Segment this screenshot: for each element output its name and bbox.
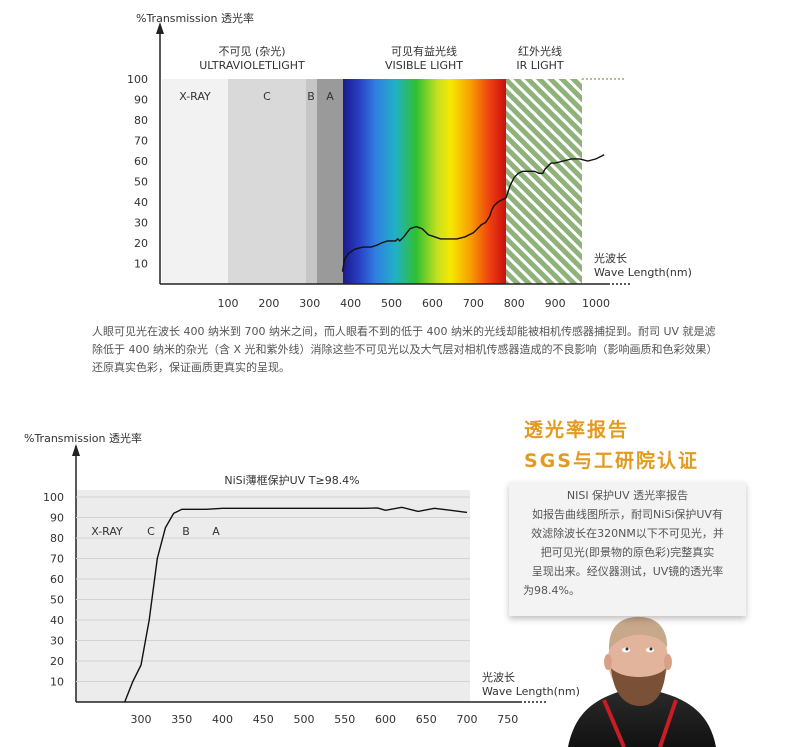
hair <box>608 616 668 650</box>
x-tick-label: 300 <box>299 297 320 310</box>
y-tick-label: 10 <box>134 258 148 271</box>
band-visible-spectrum <box>343 79 506 284</box>
y-tick-label: 70 <box>134 135 148 148</box>
y-tick-label: 40 <box>50 614 64 627</box>
y-axis-arrow-2 <box>72 444 80 456</box>
x-tick-label: 400 <box>212 713 233 726</box>
region-visible-en: VISIBLE LIGHT <box>385 59 463 72</box>
report-line-4: 呈现出来。经仪器测试，UV镜的透光率 <box>531 565 724 578</box>
promo-title-line1: 透光率报告 <box>524 419 630 441</box>
y-tick-label: 60 <box>134 155 148 168</box>
description-paragraph: 人眼可见光在波长 400 纳米到 700 纳米之间，而人眼看不到的低于 400 … <box>92 325 718 374</box>
band-label-c-2: C <box>147 525 155 538</box>
report-line-5: 为98.4%。 <box>523 584 580 597</box>
x-tick-label: 400 <box>340 297 361 310</box>
y-tick-label: 20 <box>134 237 148 250</box>
x-tick-label: 100 <box>218 297 239 310</box>
x-tick-label: 300 <box>131 713 152 726</box>
band-label-c: C <box>263 90 271 103</box>
chart-2: %Transmission 透光率 NiSi薄框保护UV T≥98.4% 10 2… <box>24 431 580 726</box>
x-tick-label: 200 <box>258 297 279 310</box>
region-visible-cn: 可见有益光线 <box>391 44 457 58</box>
x-label-en-2: Wave Length(nm) <box>482 685 580 698</box>
x-ticks-2: 300 350 400 450 500 550 600 650 700 750 <box>131 713 519 726</box>
x-tick-label: 550 <box>334 713 355 726</box>
y-label-2: %Transmission 透光率 <box>24 431 142 445</box>
plot-area-2 <box>76 490 470 702</box>
y-axis-arrow-1 <box>156 22 164 34</box>
x-label-en-1: Wave Length(nm) <box>594 266 692 279</box>
region-uv-en: ULTRAVIOLETLIGHT <box>199 59 305 72</box>
band-label-a: A <box>326 90 334 103</box>
x-tick-label: 500 <box>294 713 315 726</box>
band-a <box>317 79 343 284</box>
ear-right <box>664 654 672 670</box>
x-tick-label: 600 <box>422 297 443 310</box>
x-tick-label: 450 <box>253 713 274 726</box>
report-line-3: 把可见光(即景物的原色彩)完整真实 <box>540 546 715 559</box>
x-label-cn-1: 光波长 <box>594 251 627 265</box>
transmission-curve-2 <box>124 506 468 703</box>
y-tick-label: 30 <box>134 217 148 230</box>
x-tick-label: 900 <box>545 297 566 310</box>
chart-1: %Transmission 透光率 10 20 30 40 50 60 70 80 90 100 … <box>127 11 692 310</box>
y-tick-label: 50 <box>134 176 148 189</box>
camera-strap-right <box>658 699 678 747</box>
ear-left <box>604 654 612 670</box>
y-tick-label: 100 <box>127 73 148 86</box>
x-tick-label: 700 <box>457 713 478 726</box>
beard <box>611 668 666 706</box>
band-xray <box>162 79 228 284</box>
x-label-cn-2: 光波长 <box>482 670 515 684</box>
band-c <box>228 79 306 284</box>
person-photo <box>568 616 716 747</box>
x-tick-label: 500 <box>381 297 402 310</box>
band-b <box>306 79 317 284</box>
x-tick-label: 1000 <box>582 297 610 310</box>
y-tick-label: 90 <box>50 512 64 525</box>
chart-title-2: NiSi薄框保护UV T≥98.4% <box>224 473 359 487</box>
x-tick-label: 350 <box>171 713 192 726</box>
x-tick-label: 800 <box>504 297 525 310</box>
band-ir <box>506 79 582 284</box>
pupil-right <box>649 647 653 651</box>
y-ticks-1: 10 20 30 40 50 60 70 80 90 100 <box>127 73 148 271</box>
region-ir-en: IR LIGHT <box>516 59 564 72</box>
y-tick-label: 10 <box>50 676 64 689</box>
report-line-1: 如报告曲线图所示，耐司NiSi保护UV有 <box>532 508 723 521</box>
x-ticks-1: 100 200 300 400 500 600 700 800 900 1000 <box>218 297 611 310</box>
y-tick-label: 30 <box>50 635 64 648</box>
y-tick-label: 20 <box>50 655 64 668</box>
y-tick-label: 60 <box>50 573 64 586</box>
band-label-xray: X-RAY <box>179 90 211 103</box>
report-line-2: 效滤除波长在320NM以下不可见光，并 <box>531 527 724 540</box>
y-tick-label: 90 <box>134 94 148 107</box>
y-tick-label: 50 <box>50 594 64 607</box>
band-label-a-2: A <box>212 525 220 538</box>
y-ticks-2: 10 20 30 40 50 60 70 80 90 100 <box>43 491 470 689</box>
band-label-b: B <box>307 90 315 103</box>
band-label-b-2: B <box>182 525 190 538</box>
x-tick-label: 750 <box>497 713 518 726</box>
y-tick-label: 40 <box>134 196 148 209</box>
region-uv-cn: 不可见 (杂光) <box>218 44 285 58</box>
region-ir-cn: 红外光线 <box>518 44 562 58</box>
pupil-left <box>625 647 629 651</box>
y-tick-label: 80 <box>134 114 148 127</box>
promo-title-line2: SGS与工研院认证 <box>524 450 699 472</box>
transmission-curve-1 <box>341 154 605 272</box>
x-tick-label: 600 <box>375 713 396 726</box>
y-tick-label: 70 <box>50 553 64 566</box>
band-label-xray-2: X-RAY <box>91 525 123 538</box>
y-tick-label: 100 <box>43 491 64 504</box>
x-tick-label: 700 <box>463 297 484 310</box>
report-card: NISI 保护UV 透光率报告 如报告曲线图所示，耐司NiSi保护UV有 效滤除… <box>509 482 746 616</box>
camera-strap-left <box>602 699 626 747</box>
report-heading: NISI 保护UV 透光率报告 <box>566 489 689 502</box>
y-label-1: %Transmission 透光率 <box>136 11 254 25</box>
x-tick-label: 650 <box>416 713 437 726</box>
y-tick-label: 80 <box>50 532 64 545</box>
